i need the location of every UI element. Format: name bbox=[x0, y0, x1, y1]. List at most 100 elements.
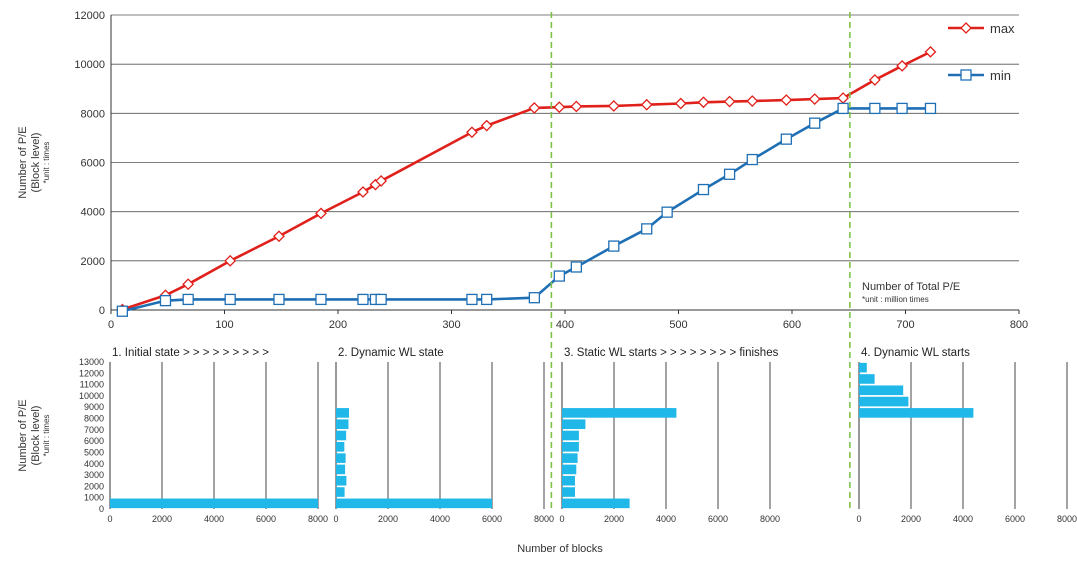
y-axis-title: Number of P/E (Block level) *unit : times bbox=[17, 399, 51, 471]
y-tick-label: 0 bbox=[99, 305, 105, 317]
x-tick-label: 0 bbox=[333, 514, 338, 524]
data-point-max bbox=[746, 95, 759, 107]
bar bbox=[562, 408, 677, 418]
y-axis-title-line: Number of P/E bbox=[17, 126, 29, 198]
bar bbox=[336, 464, 346, 475]
data-point-min bbox=[661, 206, 673, 218]
x-tick-label: 8000 bbox=[760, 514, 780, 524]
x-tick-label: 600 bbox=[783, 319, 801, 331]
data-point-max bbox=[182, 278, 195, 291]
bar bbox=[562, 475, 575, 486]
series-line-min bbox=[122, 107, 931, 313]
y-tick-label: 2000 bbox=[81, 256, 105, 268]
data-point-min bbox=[466, 293, 478, 306]
data-point-max bbox=[315, 207, 327, 220]
x-tick-label: 500 bbox=[669, 319, 687, 331]
y-tick-label: 3000 bbox=[84, 470, 104, 480]
data-point-min bbox=[896, 102, 908, 115]
data-point-min bbox=[182, 293, 194, 306]
x-tick-label: 6000 bbox=[708, 514, 728, 524]
legend-label-max: max bbox=[990, 21, 1015, 36]
bar bbox=[562, 419, 586, 429]
bar bbox=[562, 498, 630, 509]
bar bbox=[336, 498, 492, 509]
bar bbox=[859, 362, 867, 373]
data-point-min bbox=[697, 183, 710, 196]
data-point-min bbox=[553, 270, 565, 282]
data-point-min bbox=[116, 305, 128, 317]
x-tick-label: 2000 bbox=[378, 514, 398, 524]
x-tick-label: 4000 bbox=[430, 514, 450, 524]
bar bbox=[336, 442, 345, 452]
bar bbox=[562, 464, 577, 475]
bar bbox=[562, 442, 579, 452]
data-point-min bbox=[608, 240, 620, 252]
y-axis-title-note: *unit : times bbox=[42, 142, 51, 184]
bar bbox=[336, 487, 345, 497]
x-tick-label: 4000 bbox=[204, 514, 224, 524]
data-point-min bbox=[869, 102, 881, 115]
x-tick-label: 8000 bbox=[308, 514, 328, 524]
panel-title: 2. Dynamic WL state bbox=[338, 347, 444, 359]
x-tick-label: 8000 bbox=[534, 514, 554, 524]
bar bbox=[110, 498, 318, 509]
data-point-min bbox=[528, 292, 541, 304]
panel-title: 1. Initial state > > > > > > > > > bbox=[112, 347, 269, 359]
x-tick-label: 6000 bbox=[482, 514, 502, 524]
x-tick-label: 0 bbox=[107, 514, 112, 524]
y-axis-title-note: *unit : times bbox=[42, 415, 51, 457]
data-point-min bbox=[315, 293, 327, 306]
data-point-max bbox=[640, 98, 653, 111]
y-tick-label: 4000 bbox=[84, 459, 104, 469]
legend-marker-min bbox=[960, 69, 972, 81]
data-point-max bbox=[273, 230, 285, 243]
data-point-max bbox=[480, 119, 493, 132]
data-point-max bbox=[808, 93, 821, 105]
legend-label-min: min bbox=[990, 68, 1011, 83]
data-point-max bbox=[466, 126, 478, 139]
x-tick-label: 0 bbox=[108, 319, 114, 331]
x-axis-title: Number of blocks bbox=[517, 543, 603, 555]
data-point-max bbox=[723, 95, 736, 108]
y-tick-label: 5000 bbox=[84, 447, 104, 457]
bar bbox=[336, 408, 349, 418]
legend-marker-max bbox=[960, 22, 972, 34]
x-tick-label: 800 bbox=[1010, 319, 1028, 331]
y-tick-label: 13000 bbox=[79, 357, 104, 367]
y-tick-label: 10000 bbox=[79, 391, 104, 401]
data-point-min bbox=[746, 153, 758, 166]
x-tick-label: 400 bbox=[556, 319, 574, 331]
x-tick-label: 300 bbox=[442, 319, 460, 331]
data-point-max bbox=[357, 186, 369, 198]
bar bbox=[859, 408, 974, 418]
y-tick-label: 10000 bbox=[74, 59, 105, 71]
block-distribution-chart: 0100020003000400050006000700080009000100… bbox=[17, 347, 1077, 555]
y-axis-title: Number of P/E (Block level) *unit : times bbox=[17, 126, 51, 198]
x-tick-label: 0 bbox=[559, 514, 564, 524]
data-point-min bbox=[357, 293, 369, 306]
bar bbox=[336, 419, 349, 429]
y-tick-label: 2000 bbox=[84, 481, 104, 491]
x-tick-label: 100 bbox=[215, 319, 233, 331]
x-tick-label: 6000 bbox=[256, 514, 276, 524]
data-point-min bbox=[375, 293, 387, 306]
data-point-max bbox=[375, 175, 388, 187]
data-point-max bbox=[528, 102, 541, 114]
data-point-min bbox=[224, 293, 236, 306]
data-point-min bbox=[641, 223, 653, 235]
y-axis-title-line: Number of P/E bbox=[17, 399, 29, 471]
y-tick-label: 6000 bbox=[84, 436, 104, 446]
bar bbox=[336, 453, 346, 463]
y-tick-label: 9000 bbox=[84, 402, 104, 412]
data-point-max bbox=[224, 254, 237, 267]
y-tick-label: 4000 bbox=[81, 207, 105, 219]
data-point-max bbox=[674, 97, 687, 110]
data-point-max bbox=[896, 59, 909, 72]
data-point-min bbox=[924, 102, 937, 115]
bar bbox=[859, 374, 875, 384]
y-tick-label: 11000 bbox=[80, 380, 104, 390]
data-point-max bbox=[868, 73, 881, 86]
data-point-min bbox=[723, 168, 736, 180]
